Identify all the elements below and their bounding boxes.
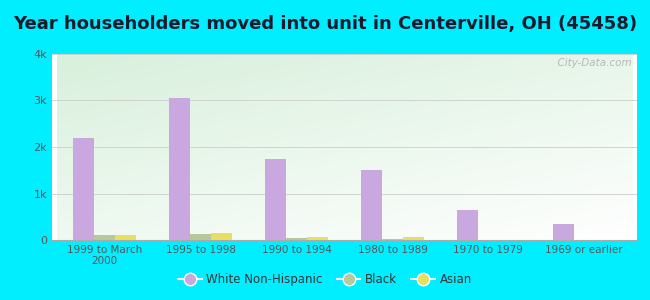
Bar <box>403 237 424 240</box>
Bar <box>286 238 307 240</box>
Bar <box>190 234 211 240</box>
Text: City-Data.com: City-Data.com <box>551 58 631 68</box>
Bar <box>457 210 478 240</box>
Legend: White Non-Hispanic, Black, Asian: White Non-Hispanic, Black, Asian <box>174 269 476 291</box>
Bar <box>265 159 286 240</box>
Bar <box>361 170 382 240</box>
Bar <box>552 224 574 240</box>
Bar <box>382 239 403 240</box>
Bar <box>307 237 328 240</box>
Bar <box>73 138 94 240</box>
Bar <box>94 235 115 240</box>
Bar <box>478 239 499 240</box>
Bar <box>115 235 136 240</box>
Bar <box>169 98 190 240</box>
Text: Year householders moved into unit in Centerville, OH (45458): Year householders moved into unit in Cen… <box>13 15 637 33</box>
Bar <box>211 233 232 240</box>
